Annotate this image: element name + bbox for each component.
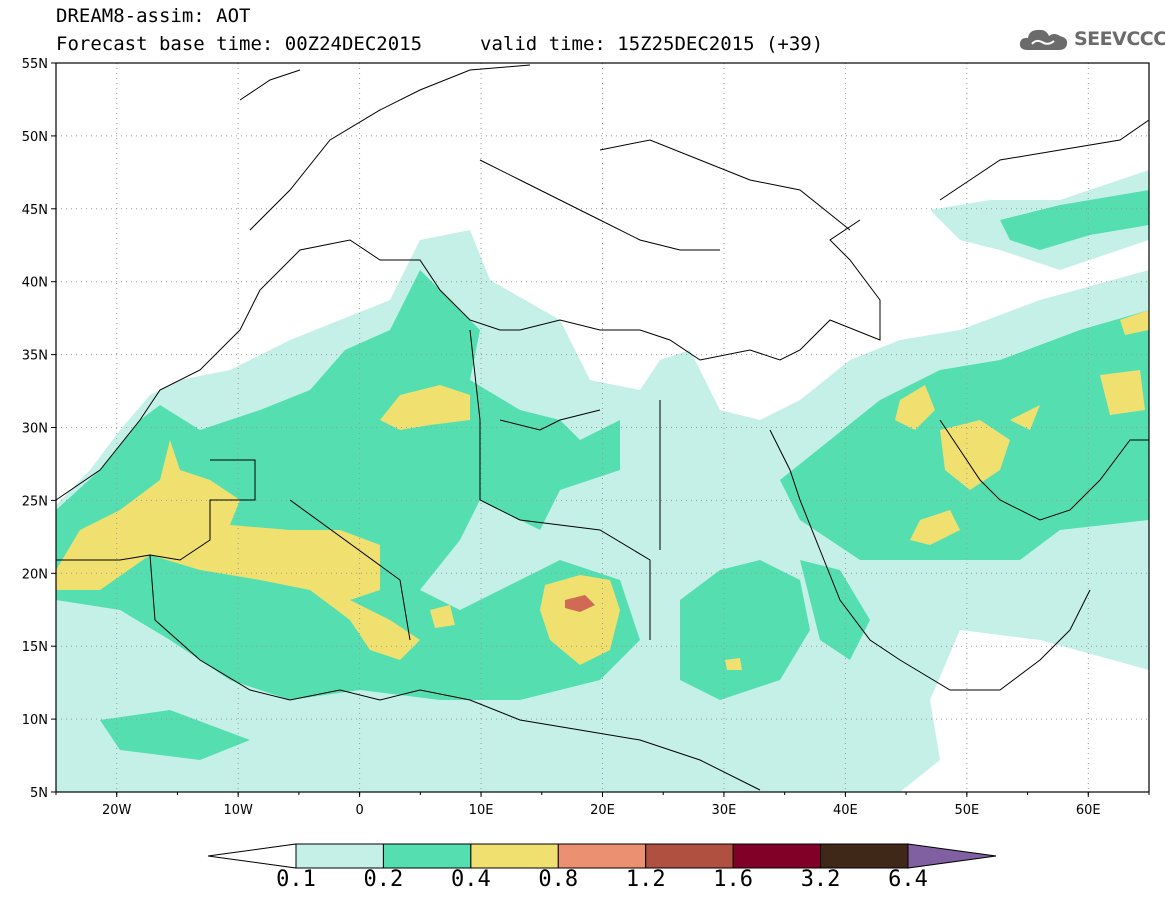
coastlines xyxy=(55,64,1150,791)
lat-tick-label: 40N xyxy=(22,276,48,291)
colorbar-label: 0.2 xyxy=(363,867,404,892)
lat-tick-label: 55N xyxy=(22,57,48,72)
colorbar-swatch xyxy=(732,843,822,869)
colorbar-swatch xyxy=(645,843,734,869)
lon-tick-label: 60E xyxy=(1076,803,1101,818)
lon-tick-label: 40E xyxy=(833,803,858,818)
latitude-axis: 55N 50N 45N 40N 35N 30N 25N 20N 15N 10N 5N xyxy=(22,57,56,801)
lon-tick-label: 10W xyxy=(223,803,253,818)
logo-text: SEEVCCC xyxy=(1074,28,1165,50)
lat-tick-label: 35N xyxy=(22,349,48,364)
valid-time: valid time: 15Z25DEC2015 (+39) xyxy=(480,33,824,55)
aot-level-0.4 xyxy=(56,310,1149,670)
lon-tick-label: 10E xyxy=(469,803,494,818)
lon-tick-label: 0 xyxy=(355,803,363,818)
lat-tick-label: 50N xyxy=(22,130,48,145)
colorbar-label: 0.1 xyxy=(276,867,316,892)
colorbar-swatch xyxy=(557,843,647,869)
colorbar-label: 0.8 xyxy=(538,867,579,892)
colorbar-label: 3.2 xyxy=(800,867,841,892)
forecast-base-time: Forecast base time: 00Z24DEC2015 xyxy=(56,33,423,55)
aot-field xyxy=(56,170,1149,792)
lat-tick-label: 20N xyxy=(22,567,48,582)
colorbar-over-triangle xyxy=(907,843,997,869)
lat-tick-label: 45N xyxy=(22,203,48,218)
lat-tick-label: 15N xyxy=(22,640,48,655)
lon-tick-label: 20W xyxy=(102,803,132,818)
colorbar-label: 1.6 xyxy=(713,867,754,892)
lon-tick-label: 20E xyxy=(590,803,615,818)
lat-tick-label: 25N xyxy=(22,494,48,509)
colorbar-label: 1.2 xyxy=(625,867,666,892)
seevccc-logo: SEEVCCC xyxy=(1018,24,1165,54)
colorbar-swatch xyxy=(820,843,909,869)
cloud-icon xyxy=(1019,29,1068,50)
colorbar-label: 0.4 xyxy=(450,867,491,892)
graticule xyxy=(56,63,1149,792)
colorbar-under-triangle xyxy=(207,843,297,869)
colorbar-swatch xyxy=(382,843,472,869)
lat-tick-label: 5N xyxy=(30,786,48,801)
colorbar-swatch xyxy=(295,843,384,869)
colorbar-swatch xyxy=(470,843,559,869)
lon-tick-label: 30E xyxy=(712,803,737,818)
lat-tick-label: 10N xyxy=(22,713,48,728)
colorbar-label: 6.4 xyxy=(888,867,928,892)
aot-level-0.8 xyxy=(565,595,595,612)
longitude-axis: 20W 10W 0 10E 20E 30E 40E 50E 60E xyxy=(55,792,1150,818)
lon-tick-label: 50E xyxy=(954,803,979,818)
lat-tick-label: 30N xyxy=(22,422,48,437)
colorbar xyxy=(207,843,997,869)
plot-title: DREAM8-assim: AOT xyxy=(56,5,251,27)
